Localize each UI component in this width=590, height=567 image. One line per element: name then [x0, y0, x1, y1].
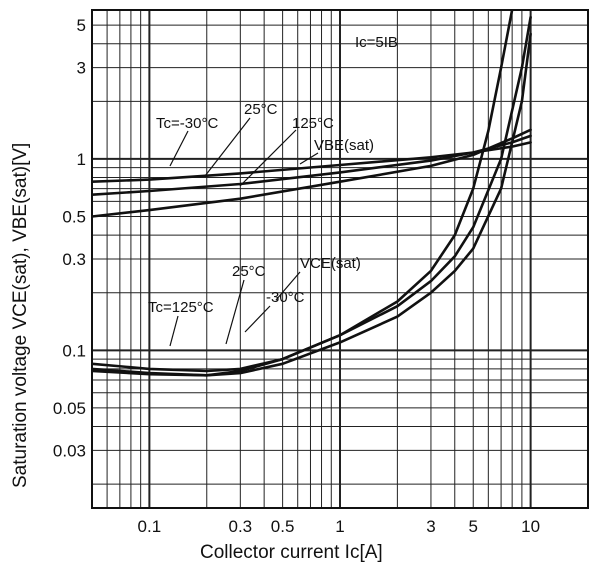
x-tick-label: 3	[426, 517, 435, 536]
x-tick-labels: 0.1 0.3 0.5 1 3 5 10	[138, 517, 541, 536]
annotation-leader	[225, 279, 245, 345]
x-tick-label: 0.3	[229, 517, 253, 536]
annotation-leaders	[169, 117, 319, 347]
y-tick-labels: 5 3 1 0.5 0.3 0.1 0.05 0.03	[53, 16, 86, 460]
annotation-leader	[275, 271, 301, 301]
annotation-vbe-tc-minus30: Tc=-30°C	[156, 115, 218, 132]
annotation-leader	[169, 130, 189, 167]
series-line-vcesat-4	[92, 15, 532, 377]
annotation-vbe-25c: 25°C	[244, 101, 278, 118]
annotation-vce-tc-125c: Tc=125°C	[148, 299, 214, 316]
x-tick-label: 5	[469, 517, 478, 536]
y-tick-label: 5	[77, 16, 86, 35]
y-tick-label: 1	[77, 150, 86, 169]
x-tick-label: 0.1	[138, 517, 162, 536]
y-tick-label: 0.5	[62, 208, 86, 227]
annotation-vce-25c: 25°C	[232, 263, 266, 280]
x-tick-label: 10	[521, 517, 540, 536]
data-curves	[92, 10, 532, 377]
y-axis-label: Saturation voltage VCE(sat), VBE(sat)[V]	[10, 143, 31, 488]
x-tick-label: 0.5	[271, 517, 295, 536]
annotation-leader	[244, 305, 271, 333]
x-axis-label: Collector current Ic[A]	[200, 542, 383, 563]
series-line-vcesat-3	[92, 10, 514, 373]
annotation-leader	[169, 315, 179, 347]
y-tick-label: 0.3	[62, 250, 86, 269]
annotation-leader	[204, 117, 251, 177]
annotation-vbe-sat: VBE(sat)	[314, 137, 374, 154]
annotation-leader	[239, 129, 297, 187]
y-tick-label: 3	[77, 59, 86, 78]
condition-label: Ic=5IB	[355, 34, 398, 51]
series-line-vcesat-5	[92, 32, 532, 377]
plot-frame	[91, 9, 589, 509]
grid-lines	[92, 10, 588, 508]
y-tick-label: 0.1	[62, 341, 86, 360]
series-line-vbesat-2	[92, 128, 532, 218]
x-tick-label: 1	[335, 517, 344, 536]
y-tick-label: 0.05	[53, 399, 86, 418]
y-tick-label: 0.03	[53, 441, 86, 460]
series-line-vbesat-0	[92, 141, 532, 183]
annotation-vbe-125c: 125°C	[292, 115, 334, 132]
annotation-vce-minus30: -30°C	[266, 289, 305, 306]
annotation-leader	[299, 152, 319, 165]
annotation-vce-sat: VCE(sat)	[300, 255, 361, 272]
